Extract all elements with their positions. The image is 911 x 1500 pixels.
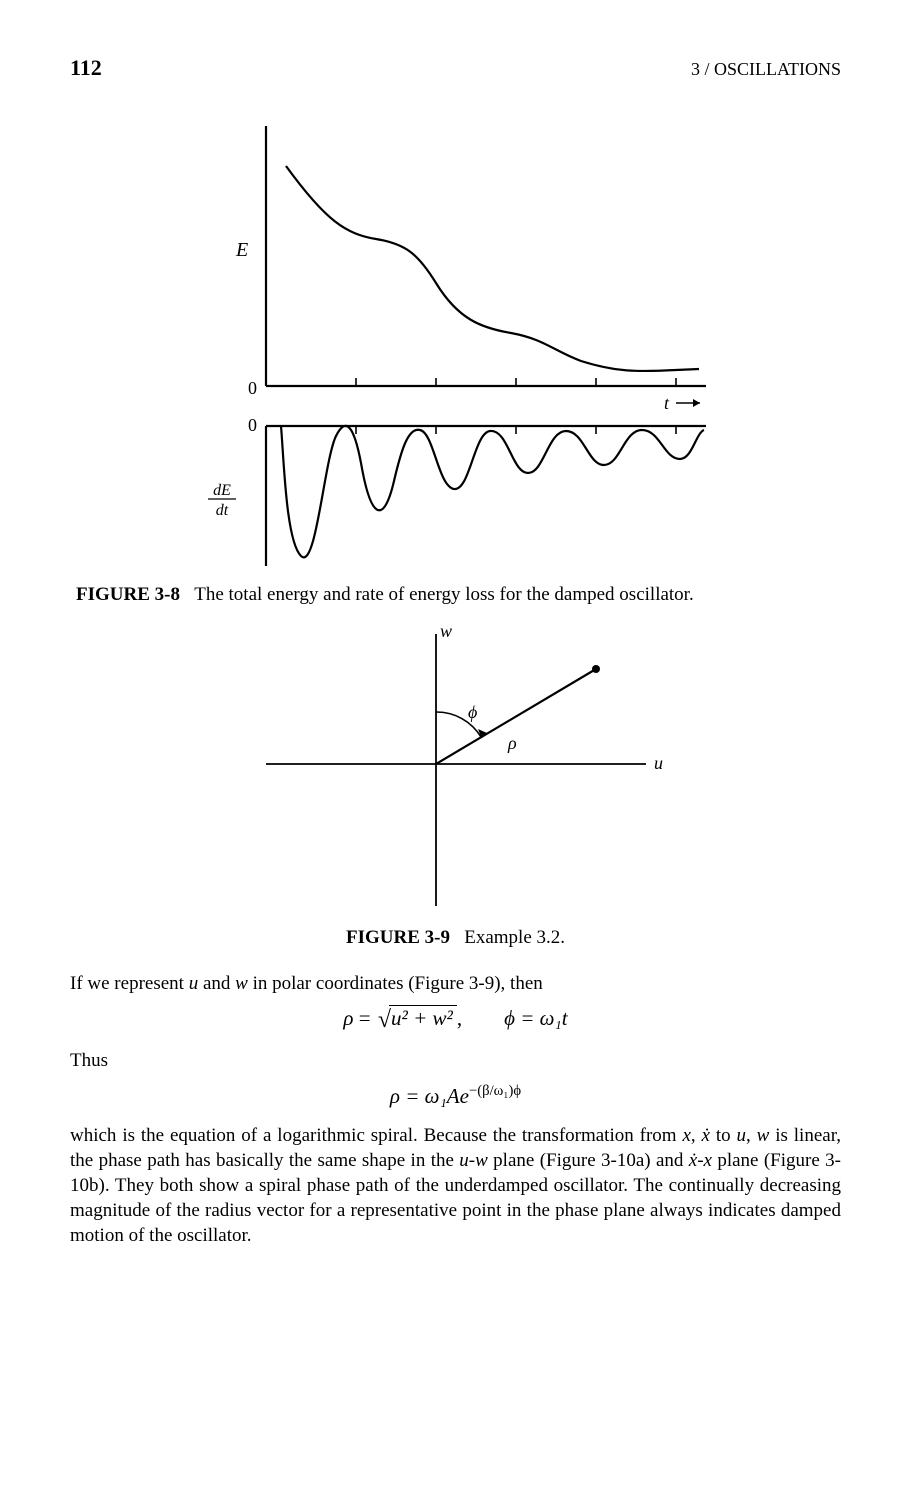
eq1-eq: = [354, 1006, 376, 1030]
figure-3-8-caption: FIGURE 3-8 The total energy and rate of … [70, 584, 841, 606]
figure-3-8-number: FIGURE 3-8 [76, 584, 180, 605]
eq2-main: ρ = ω₁Ae [390, 1084, 469, 1108]
equation-rho-exp: ρ = ω₁Ae−(β/ω₁)ϕ [70, 1083, 841, 1109]
eq1-sqrt: u² + w² [376, 1006, 457, 1034]
para2-content: which is the equation of a logarithmic s… [70, 1125, 841, 1246]
svg-text:u: u [654, 753, 663, 773]
figure-3-9-number: FIGURE 3-9 [346, 927, 450, 948]
svg-text:t: t [664, 393, 670, 413]
figure-3-8-svg: E 0 t 0 dE dt [176, 111, 736, 571]
eq1-radicand: u² + w² [389, 1005, 457, 1030]
para1-rest: in polar coordinates (Figure 3-9), then [248, 973, 543, 994]
svg-text:ρ: ρ [507, 733, 517, 753]
page-header: 112 3 / OSCILLATIONS [70, 55, 841, 81]
svg-text:w: w [440, 624, 452, 641]
chapter-label: 3 / OSCILLATIONS [691, 59, 841, 80]
para1-prefix: If we represent [70, 973, 189, 994]
equation-rho-phi: ρ = u² + w², ϕ = ω₁t [70, 1006, 841, 1034]
svg-text:dE: dE [213, 482, 231, 499]
para1-w: w [235, 973, 248, 994]
eq2-exponent: −(β/ω₁)ϕ [469, 1083, 521, 1099]
eq1-rhs2: = ω₁t [515, 1006, 568, 1030]
thus-text: Thus [70, 1048, 841, 1073]
figure-3-9: w u ϕ ρ FIGURE 3-9 Example 3.2. [70, 624, 841, 949]
figure-3-8-caption-text: The total energy and rate of energy loss… [194, 584, 693, 605]
figure-3-9-caption: FIGURE 3-9 Example 3.2. [70, 927, 841, 949]
svg-text:E: E [235, 239, 248, 261]
eq1-phi: ϕ [504, 1006, 515, 1030]
figure-3-9-caption-text: Example 3.2. [464, 927, 565, 948]
para1-mid1: and [198, 973, 235, 994]
svg-text:0: 0 [248, 415, 257, 435]
svg-text:dt: dt [215, 502, 228, 519]
para1-u: u [189, 973, 199, 994]
paragraph-intro: If we represent u and w in polar coordin… [70, 971, 841, 996]
svg-text:0: 0 [248, 378, 257, 398]
paragraph-conclusion: which is the equation of a logarithmic s… [70, 1123, 841, 1248]
svg-text:ϕ: ϕ [468, 702, 477, 722]
eq1-sep: , [457, 1006, 504, 1030]
figure-3-8: E 0 t 0 dE dt FIGURE 3-8 The total energy and… [70, 111, 841, 606]
page-number: 112 [70, 55, 102, 81]
figure-3-9-svg: w u ϕ ρ [236, 624, 676, 914]
page: 112 3 / OSCILLATIONS E 0 t 0 dE dt FIGURE 3-8… [0, 0, 911, 1500]
eq1-lhs: ρ [343, 1006, 353, 1030]
